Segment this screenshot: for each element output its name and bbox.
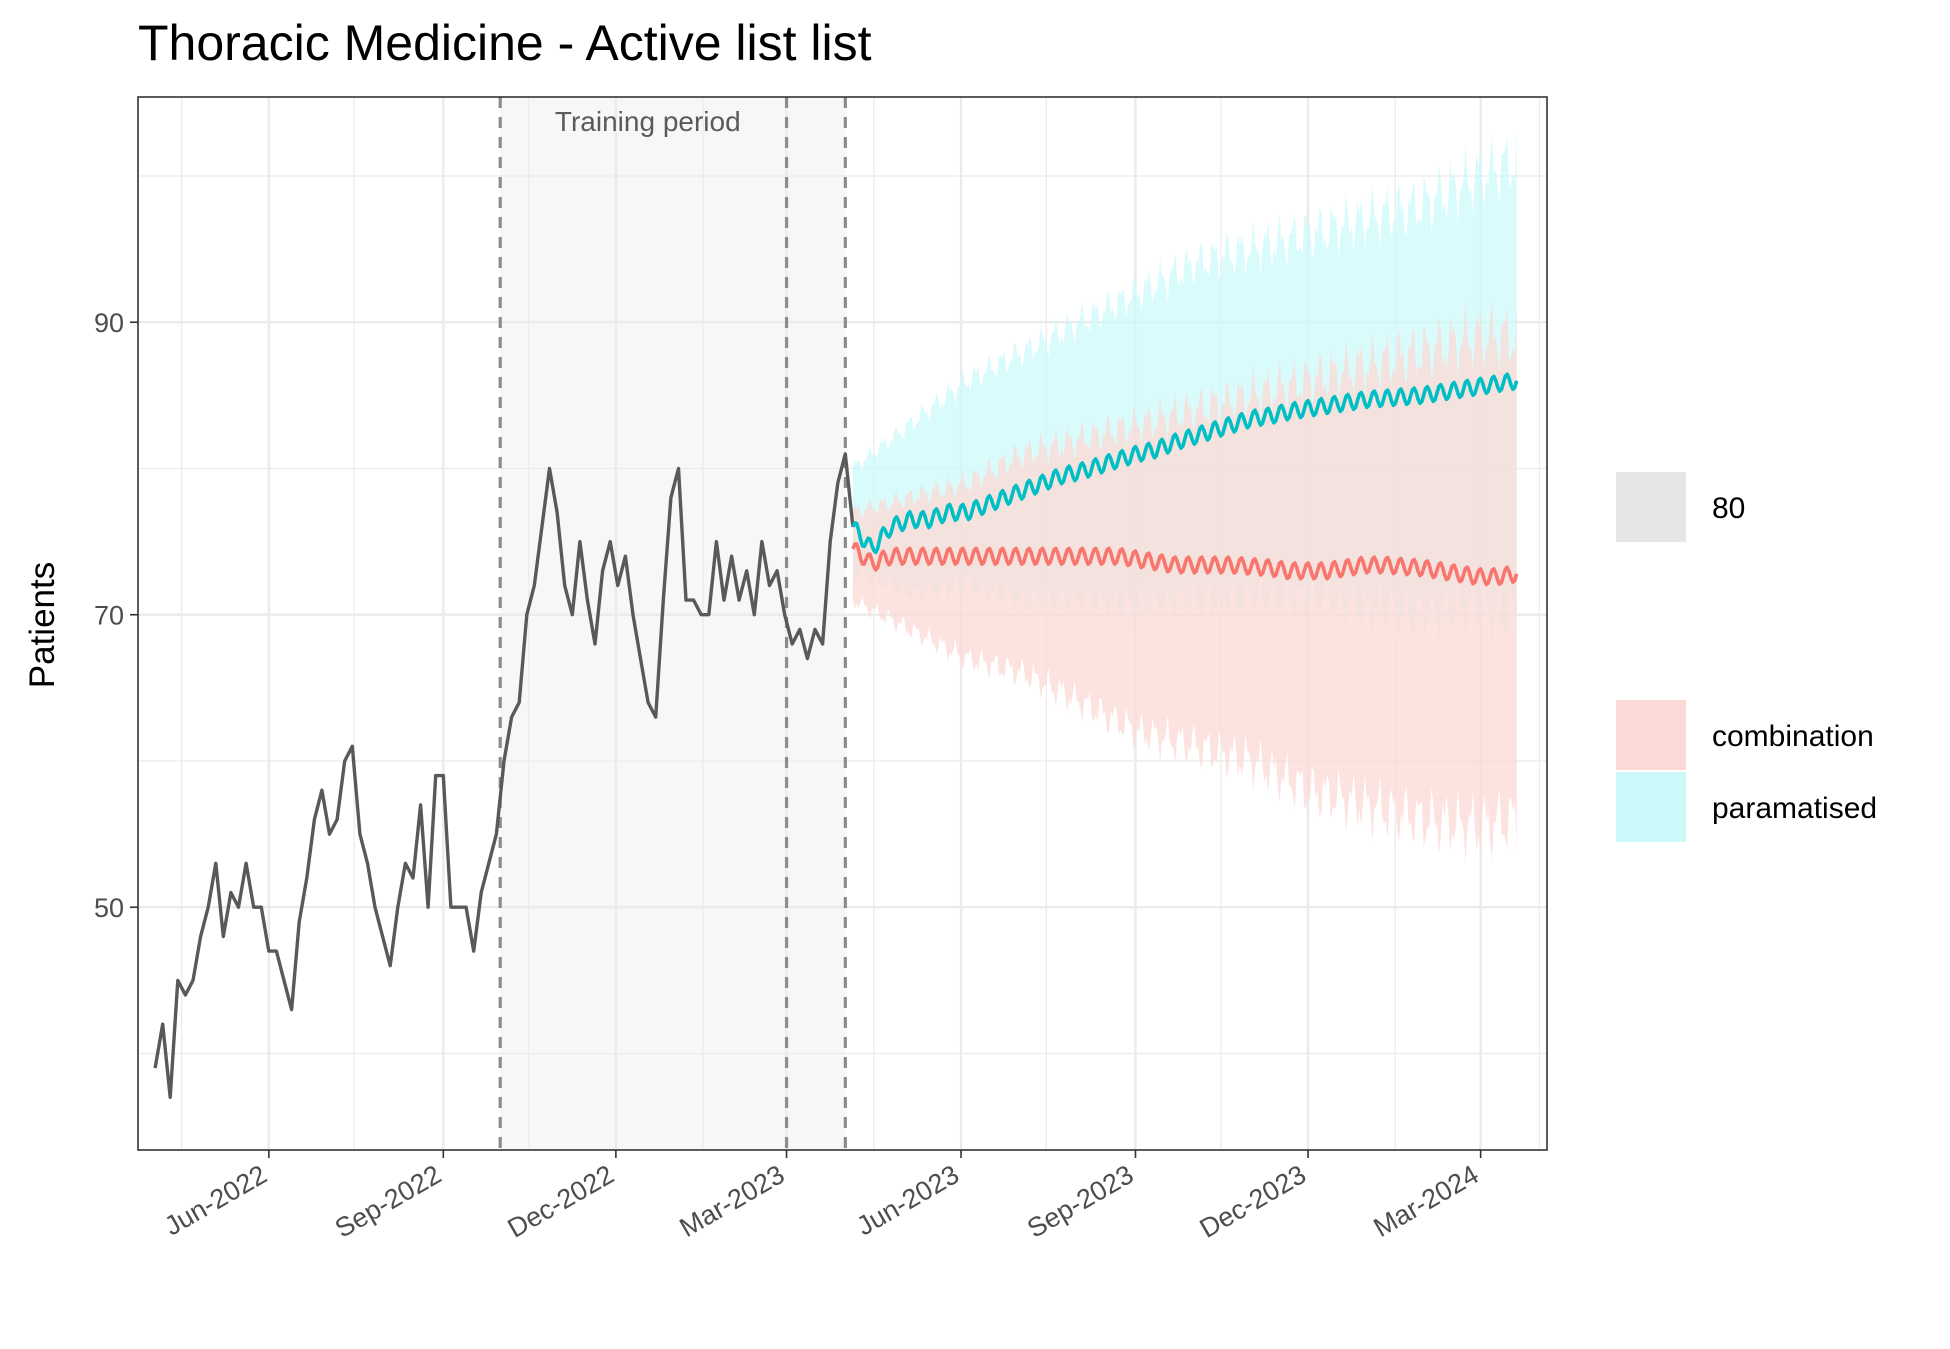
series-line-combination <box>851 542 1519 587</box>
y-axis-label: Patients <box>23 562 62 688</box>
training-period-rect <box>500 97 846 1150</box>
x-tick-label: Mar-2024 <box>1369 1159 1484 1243</box>
training-period-shade <box>500 97 846 1150</box>
chart-title: Thoracic Medicine - Active list list <box>138 15 872 71</box>
x-tick-label: Sep-2023 <box>1022 1159 1138 1244</box>
series-line-observed <box>153 452 855 1100</box>
plot-border <box>137 96 1548 1151</box>
band-combination <box>852 300 1517 865</box>
legend: 80 combination paramatised <box>1616 472 1877 842</box>
x-tick-label: Sep-2022 <box>330 1159 446 1244</box>
x-tick-label: Dec-2023 <box>1195 1159 1311 1244</box>
y-tick-label: 90 <box>94 308 124 338</box>
y-tick-label: 50 <box>94 893 124 923</box>
legend-key-combination <box>1616 700 1686 770</box>
legend-label-80: 80 <box>1712 492 1745 525</box>
forecast-interval-bands <box>852 131 1517 865</box>
series-lines <box>153 372 1519 1100</box>
y-axis-ticks: 50 70 90 <box>94 308 138 923</box>
legend-key-paramatised <box>1616 772 1686 842</box>
training-period-label: Training period <box>555 106 741 137</box>
x-tick-label: Mar-2023 <box>674 1159 789 1243</box>
x-tick-label: Dec-2022 <box>502 1159 618 1244</box>
y-tick-label: 70 <box>94 601 124 631</box>
legend-label-combination: combination <box>1712 720 1874 753</box>
x-tick-label: Jun-2022 <box>159 1159 272 1241</box>
series-line-paramatised <box>851 372 1519 555</box>
legend-key-80 <box>1616 472 1686 542</box>
legend-label-paramatised: paramatised <box>1712 792 1877 825</box>
x-tick-label: Jun-2023 <box>852 1159 965 1241</box>
x-axis-ticks: Jun-2022 Sep-2022 Dec-2022 Mar-2023 Jun-2023… <box>159 1150 1484 1244</box>
